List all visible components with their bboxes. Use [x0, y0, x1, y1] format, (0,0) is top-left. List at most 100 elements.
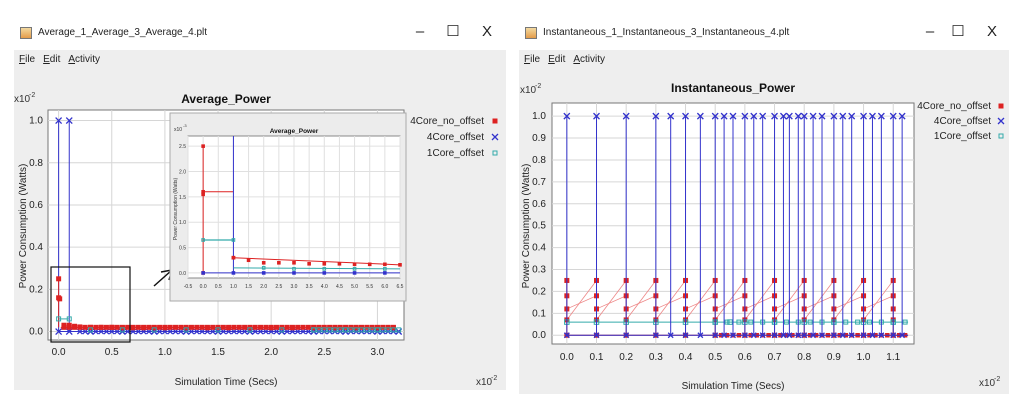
inset-blue-point — [383, 271, 387, 275]
red-point — [226, 325, 232, 331]
red-point — [109, 324, 115, 330]
red-point-dense — [337, 324, 343, 330]
maximize-button[interactable]: ☐ — [446, 23, 460, 40]
red-point-dense — [231, 324, 237, 330]
red-connector — [566, 280, 597, 321]
red-point-dense — [236, 324, 242, 330]
blue-point — [830, 112, 838, 120]
blue-point — [65, 117, 73, 125]
red-point-dense — [369, 324, 375, 330]
red-point-dense — [258, 324, 264, 330]
blue-point — [889, 112, 897, 120]
menu-edit[interactable]: Edit — [43, 54, 61, 65]
cyan-point — [88, 327, 94, 333]
y-tick-label: 0.7 — [532, 177, 546, 188]
cyan-point-dense — [348, 327, 354, 333]
legend-entry: 4Core_offset — [934, 116, 991, 127]
blue-point — [711, 112, 719, 120]
blue-point — [696, 112, 704, 120]
blue-point-dense — [98, 328, 105, 335]
inset-y-multiplier-base: x10 — [174, 127, 182, 133]
blue-point-dense — [262, 328, 269, 335]
cyan-point-dense — [783, 319, 789, 325]
inset-y-tick-label: 0.5 — [179, 246, 186, 252]
cyan-point — [343, 327, 349, 333]
red-point-dense — [188, 324, 194, 330]
red-point-dense — [364, 324, 370, 330]
cyan-point — [66, 316, 72, 322]
menu-edit[interactable]: Edit — [548, 54, 566, 65]
inset-blue-point — [322, 271, 327, 275]
y-tick-label: 0.4 — [532, 243, 546, 254]
x-axis-label: Simulation Time (Secs) — [175, 377, 278, 388]
red-point — [289, 325, 295, 331]
cyan-point — [247, 327, 253, 333]
title-bar: Average_1_Average_3_Average_4.plt – ☐ X — [14, 14, 506, 50]
cyan-point — [279, 327, 285, 333]
cyan-point-dense — [380, 327, 386, 333]
inset-cyan-line — [233, 267, 401, 270]
minimize-button[interactable]: – — [415, 23, 425, 40]
inset-red-point — [352, 262, 357, 267]
cyan-point — [119, 327, 125, 333]
blue-point — [785, 112, 793, 120]
y-axis-label: Power Consumption (Watts) — [18, 164, 29, 289]
blue-point — [729, 112, 737, 120]
blue-point-dense — [273, 328, 280, 335]
y-multiplier-base: x10 — [14, 94, 31, 105]
red-point-dense — [358, 324, 364, 330]
menu-activity[interactable]: Activity — [573, 54, 606, 65]
red-point-dense — [321, 324, 327, 330]
cyan-point-dense — [353, 327, 359, 333]
red-connector — [566, 295, 597, 310]
menu-file[interactable]: File — [19, 54, 36, 65]
blue-point-dense — [241, 328, 248, 335]
red-point — [141, 325, 147, 331]
y-tick-label: 0.6 — [29, 200, 43, 211]
red-point-dense — [157, 324, 163, 330]
red-point-dense — [194, 324, 200, 330]
inset-x-tick-label: 1.0 — [230, 284, 237, 290]
inset-red-line — [233, 257, 401, 266]
red-point-dense — [199, 324, 205, 330]
x-multiplier-base: x10 — [476, 377, 493, 388]
inset-red-point — [367, 262, 372, 267]
red-point-dense — [146, 324, 152, 330]
close-button[interactable]: X — [481, 23, 492, 40]
cyan-point-dense — [724, 319, 730, 325]
menu-bar: File Edit Activity — [14, 51, 506, 69]
inset-red-point — [322, 262, 327, 266]
instantaneous-power-chart: 0.0 0.1 0.2 0.3 0.4 0.5 0.6 0.7 0.8 0.9 1.0 1.1 0.0 0… — [520, 81, 1005, 392]
y-tick-label: 0.0 — [532, 330, 546, 341]
inset-blue-point — [261, 271, 266, 275]
maximize-button[interactable]: ☐ — [951, 23, 965, 40]
red-point-dense — [316, 324, 322, 330]
red-connector — [833, 295, 864, 310]
inset-y-axis-label: Power Consumption (Watts) — [173, 178, 179, 241]
menu-file[interactable]: File — [524, 54, 541, 65]
blue-point-dense — [114, 328, 121, 335]
blue-point-dense — [156, 328, 163, 335]
y-tick-label: 0.2 — [29, 284, 43, 295]
blue-point-dense — [76, 328, 83, 335]
blue-point-dense — [236, 328, 243, 335]
inset-x-tick-label: 4.5 — [336, 284, 343, 290]
close-button[interactable]: X — [986, 23, 997, 40]
y-multiplier-exp: -2 — [29, 92, 35, 99]
x-tick-label: 0.9 — [827, 352, 841, 363]
blue-point — [877, 112, 885, 120]
red-point-dense — [385, 324, 391, 330]
cyan-point-dense — [369, 327, 375, 333]
java-app-icon — [525, 27, 537, 39]
red-point-dense — [380, 324, 386, 330]
minimize-button[interactable]: – — [925, 23, 935, 40]
blue-point — [622, 112, 630, 120]
inset-red-point — [261, 260, 266, 265]
red-point-dense — [273, 324, 279, 330]
inset-x-tick-label: 5.0 — [351, 284, 358, 290]
inset-blue-point — [201, 271, 205, 275]
menu-activity[interactable]: Activity — [68, 54, 101, 65]
cyan-point — [727, 319, 733, 325]
red-point-dense — [178, 324, 184, 330]
y-tick-label: 0.6 — [532, 199, 546, 210]
